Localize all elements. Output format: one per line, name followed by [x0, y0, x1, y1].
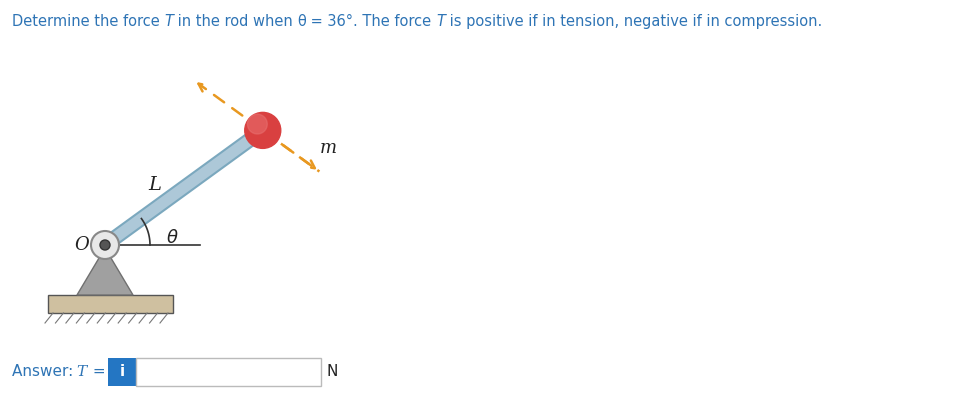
Bar	[136, 358, 321, 386]
Text: $\theta$: $\theta$	[165, 229, 179, 247]
Bar	[48, 295, 173, 313]
Text: L: L	[149, 176, 161, 194]
Text: in the rod when: in the rod when	[173, 14, 298, 29]
Circle shape	[248, 114, 267, 134]
Text: is positive if in tension, negative if in compression.: is positive if in tension, negative if i…	[445, 14, 823, 29]
Text: m: m	[320, 139, 337, 157]
Circle shape	[91, 231, 119, 259]
Text: = 36°. The force: = 36°. The force	[307, 14, 436, 29]
Text: =: =	[88, 364, 111, 379]
Text: T: T	[436, 14, 445, 29]
Text: N: N	[327, 364, 338, 379]
Polygon shape	[77, 248, 133, 295]
Circle shape	[245, 112, 281, 149]
Text: Determine the force: Determine the force	[12, 14, 164, 29]
Text: T: T	[76, 365, 86, 379]
Bar	[108, 358, 136, 386]
Text: Answer:: Answer:	[12, 364, 78, 379]
Text: O: O	[75, 236, 89, 254]
Text: θ: θ	[298, 14, 307, 29]
Text: T: T	[164, 14, 173, 29]
Circle shape	[100, 240, 110, 250]
Text: i: i	[119, 364, 125, 379]
